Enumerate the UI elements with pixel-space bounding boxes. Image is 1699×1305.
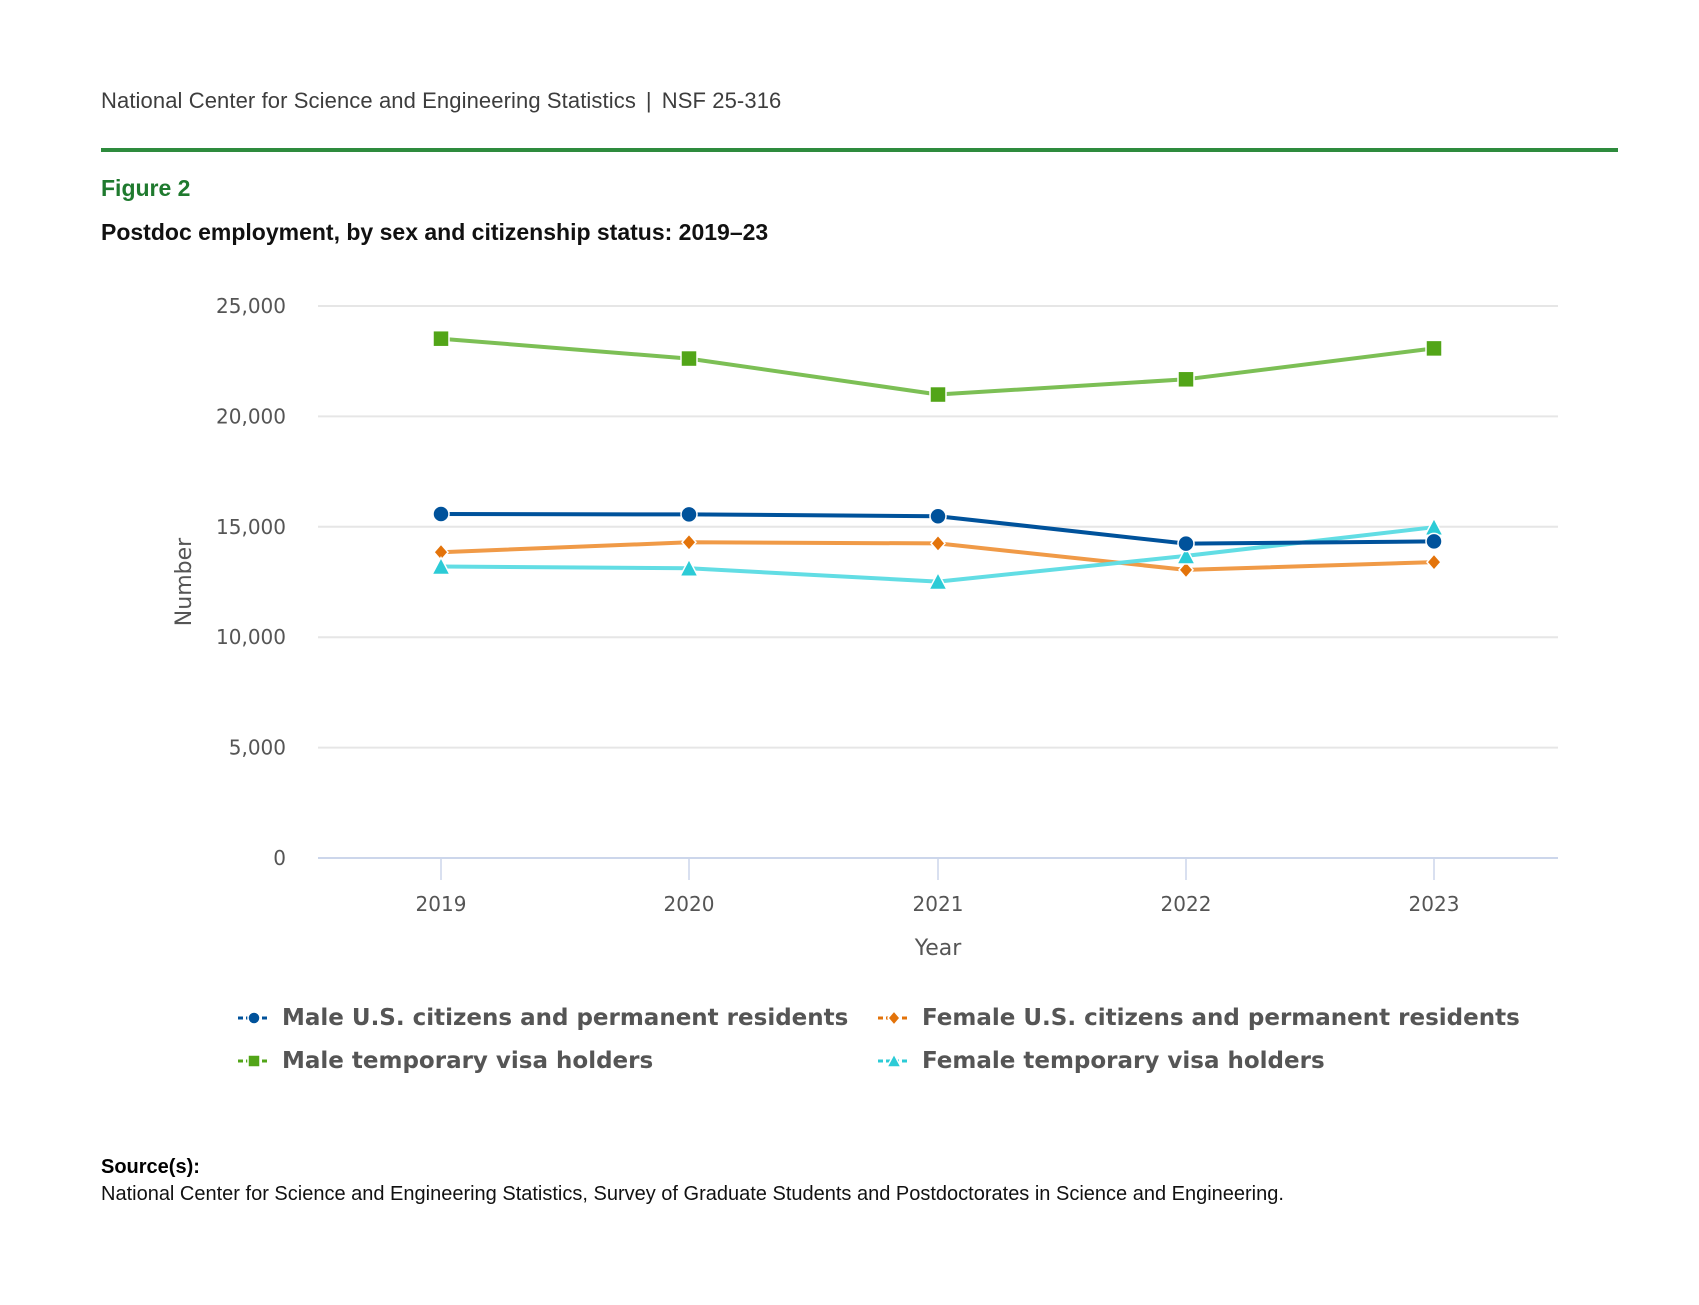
- x-tick-label: 2020: [664, 892, 715, 916]
- triangle-icon: [885, 1052, 903, 1068]
- report-id: NSF 25-316: [661, 88, 782, 113]
- figure-label: Figure 2: [101, 175, 191, 201]
- legend-label: Female temporary visa holders: [922, 1048, 1325, 1074]
- series-group: [430, 329, 1445, 591]
- data-point: [1426, 552, 1442, 572]
- data-point: [430, 555, 452, 576]
- data-point: [681, 533, 697, 552]
- data-point: [680, 505, 698, 524]
- header-rule: [101, 148, 1618, 152]
- data-point: [432, 505, 450, 523]
- data-point: [1175, 545, 1197, 565]
- data-point: [930, 534, 946, 553]
- series-triangle: [430, 516, 1445, 591]
- data-point: [1177, 370, 1195, 389]
- legend-item-male-us[interactable]: Male U.S. citizens and permanent residen…: [236, 1005, 848, 1031]
- y-axis-title: Number: [172, 537, 197, 626]
- data-point: [432, 329, 450, 348]
- square-icon: [247, 1054, 261, 1068]
- org-name: National Center for Science and Engineer…: [101, 88, 636, 113]
- source-label: Source(s):: [101, 1156, 200, 1178]
- series-square: [432, 329, 1443, 404]
- y-tick-label: 20,000: [216, 404, 286, 428]
- y-tick-label: 0: [273, 846, 286, 870]
- y-tick-label: 5,000: [229, 736, 286, 760]
- legend-label: Male U.S. citizens and permanent residen…: [282, 1005, 849, 1031]
- legend-item-female-us[interactable]: Female U.S. citizens and permanent resid…: [876, 1005, 1520, 1031]
- legend-label: Female U.S. citizens and permanent resid…: [922, 1005, 1520, 1031]
- y-axis-ticks: 0 5,000 10,000 15,000 20,000 25,000: [216, 294, 286, 870]
- x-axis-title: Year: [914, 936, 963, 961]
- legend-item-male-visa[interactable]: Male temporary visa holders: [236, 1048, 653, 1074]
- legend-label: Male temporary visa holders: [282, 1048, 654, 1074]
- header-separator: |: [645, 88, 652, 113]
- series-circle: [432, 505, 1443, 553]
- data-point: [1425, 532, 1443, 551]
- legend-square-icon: [238, 1054, 270, 1068]
- x-tick-label: 2022: [1161, 892, 1212, 916]
- data-point: [678, 557, 700, 578]
- diamond-icon: [887, 1009, 901, 1027]
- data-point: [1178, 560, 1194, 579]
- data-point: [1177, 534, 1195, 553]
- data-point: [929, 507, 947, 525]
- x-axis: 2019 2020 2021 2022 2023: [318, 857, 1558, 916]
- legend-item-female-visa[interactable]: Female temporary visa holders: [876, 1048, 1325, 1074]
- data-point: [929, 385, 947, 404]
- legend-diamond-icon: [878, 1009, 910, 1027]
- data-point: [1425, 339, 1443, 358]
- legend-circle-icon: [238, 1011, 270, 1025]
- y-tick-label: 25,000: [216, 294, 286, 318]
- x-tick-label: 2019: [416, 892, 467, 916]
- y-tick-label: 10,000: [216, 625, 286, 649]
- report-header: National Center for Science and Engineer…: [101, 88, 781, 114]
- circle-icon: [247, 1011, 261, 1025]
- data-point: [927, 570, 949, 591]
- data-point: [680, 349, 698, 368]
- y-tick-label: 15,000: [216, 515, 286, 539]
- figure-title: Postdoc employment, by sex and citizensh…: [101, 219, 769, 245]
- x-tick-label: 2021: [913, 892, 964, 916]
- gridlines: [318, 305, 1558, 749]
- legend-triangle-icon: [878, 1052, 910, 1068]
- source-text: National Center for Science and Engineer…: [101, 1183, 1284, 1205]
- x-tick-label: 2023: [1409, 892, 1460, 916]
- series-diamond: [433, 533, 1442, 579]
